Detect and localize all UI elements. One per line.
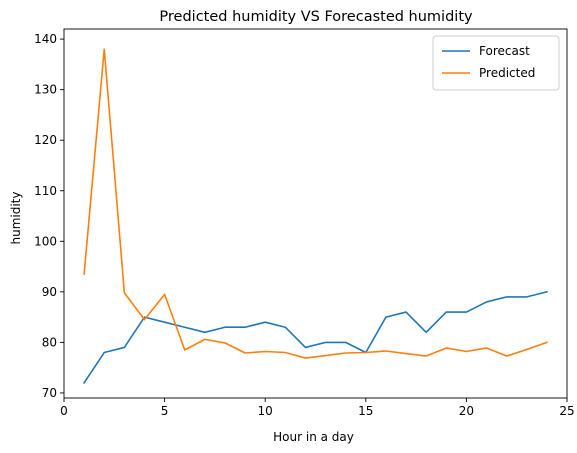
x-axis-label: Hour in a day [273, 430, 354, 444]
y-tick-label: 120 [34, 133, 57, 147]
x-tick-label: 0 [60, 404, 68, 418]
y-tick-label: 110 [34, 184, 57, 198]
y-tick-label: 140 [34, 32, 57, 46]
legend: Forecast Predicted [432, 35, 560, 91]
y-tick-label: 80 [42, 335, 57, 349]
y-axis-label: humidity [9, 192, 23, 245]
chart-title: Predicted humidity VS Forecasted humidit… [159, 9, 473, 25]
y-tick-label: 70 [42, 386, 57, 400]
y-tick-label: 130 [34, 83, 57, 97]
series-line-forecast [83, 290, 548, 384]
series-line-predicted [83, 48, 548, 359]
x-tick-label: 25 [559, 404, 574, 418]
axes-frame [63, 28, 568, 399]
y-tick-label: 90 [42, 285, 57, 299]
x-tick-label: 20 [459, 404, 474, 418]
legend-label-predicted: Predicted [479, 66, 535, 80]
x-tick-label: 10 [258, 404, 273, 418]
x-tick-label: 15 [358, 404, 373, 418]
x-tick-label: 5 [161, 404, 169, 418]
plot-area: 0 5 10 15 20 25 70 80 90 100 110 120 130 140 [34, 28, 575, 418]
legend-box [432, 35, 560, 91]
y-tick-label: 100 [34, 234, 57, 248]
legend-label-forecast: Forecast [479, 44, 530, 58]
